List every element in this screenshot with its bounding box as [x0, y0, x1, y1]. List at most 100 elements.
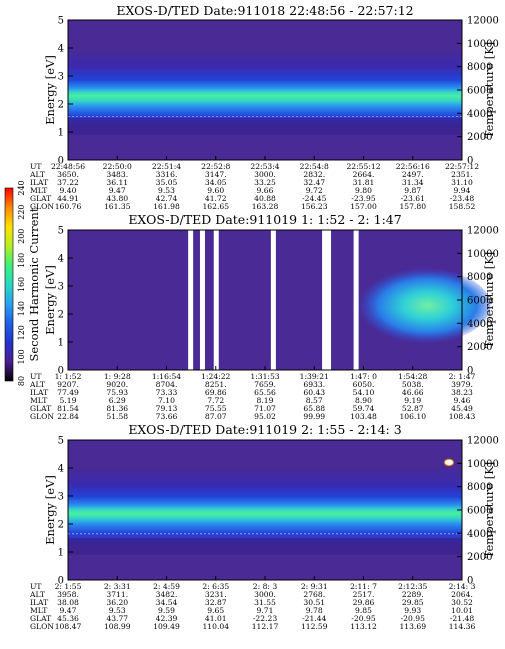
- table-cell: 3000.: [254, 590, 276, 599]
- colorbar-tick-label: 140: [17, 301, 26, 316]
- table-cell: 2: 1:55: [55, 582, 82, 591]
- y-right-tick-label: 8000: [467, 62, 492, 73]
- table-cell: 22:48:56: [51, 162, 85, 171]
- y-axis-label: Energy [eV]: [43, 55, 57, 125]
- y-tick-label: 5: [58, 16, 64, 27]
- y-right-tick-label: 10000: [467, 459, 499, 470]
- table-cell: 22:52:8: [201, 162, 230, 171]
- table-cell: 45.36: [57, 614, 79, 623]
- table-cell: 36.11: [106, 178, 128, 187]
- y-tick-label: 4: [58, 254, 64, 265]
- table-row-label: GLON: [30, 622, 54, 631]
- table-cell: 112.17: [252, 622, 279, 631]
- table-cell: 1: 9:28: [104, 372, 131, 381]
- table-cell: 3316.: [156, 170, 178, 179]
- colorbar-tick-label: 120: [17, 325, 26, 340]
- table-cell: 2832.: [303, 170, 325, 179]
- table-row-label: ALT: [29, 380, 45, 389]
- table-row-label: MLT: [30, 396, 47, 405]
- table-row-label: UT: [30, 372, 41, 381]
- table-cell: 9.53: [158, 186, 175, 195]
- table-cell: 3979.: [451, 380, 473, 389]
- table-cell: 3231.: [205, 590, 227, 599]
- table-cell: 32.87: [205, 598, 227, 607]
- table-cell: 51.58: [106, 412, 128, 421]
- table-cell: 3483.: [106, 170, 128, 179]
- table-cell: 9.40: [60, 186, 77, 195]
- y-right-tick-label: 4000: [467, 109, 492, 120]
- table-cell: 2497.: [402, 170, 424, 179]
- y-axis-label: Energy [eV]: [43, 265, 57, 335]
- table-cell: 1:24:22: [201, 372, 230, 381]
- y-right-axis-label: Temperature [K]: [482, 42, 496, 139]
- table-cell: 2: 8: 3: [253, 582, 278, 591]
- table-cell: 31.55: [254, 598, 276, 607]
- table-cell: 2064.: [451, 590, 473, 599]
- table-cell: 87.07: [205, 412, 227, 421]
- table-cell: 73.66: [156, 412, 178, 421]
- colorbar-tick-label: 200: [17, 229, 26, 244]
- table-cell: 2: 6:35: [202, 582, 229, 591]
- table-cell: 103.48: [350, 412, 377, 421]
- table-row-label: ALT: [29, 590, 45, 599]
- table-cell: 2:11: 7: [350, 582, 377, 591]
- table-cell: 2351.: [451, 170, 473, 179]
- y-tick-label: 1: [58, 548, 64, 559]
- table-cell: -23.48: [450, 194, 474, 203]
- table-cell: 1:39:21: [300, 372, 329, 381]
- y-right-tick-label: 10000: [467, 39, 499, 50]
- table-cell: 37.22: [57, 178, 79, 187]
- table-cell: 2: 3:31: [104, 582, 131, 591]
- y-right-tick-label: 4000: [467, 529, 492, 540]
- lower-band: [68, 538, 462, 555]
- table-cell: 31.34: [402, 178, 424, 187]
- table-cell: 2768.: [303, 590, 325, 599]
- spectrogram-panel-2: EXOS-D/TED Date:911019 1: 1:52 - 2: 1:47…: [29, 212, 499, 421]
- panel-title: EXOS-D/TED Date:911019 2: 1:55 - 2:14: 3: [128, 422, 401, 437]
- table-row-label: GLAT: [30, 614, 51, 623]
- table-cell: 9.59: [158, 606, 175, 615]
- table-cell: 38.08: [57, 598, 79, 607]
- table-cell: 10.01: [451, 606, 473, 615]
- table-cell: 52.87: [402, 404, 424, 413]
- table-cell: 42.74: [156, 194, 178, 203]
- table-cell: 113.12: [350, 622, 377, 631]
- table-cell: 3147.: [205, 170, 227, 179]
- y-tick-label: 1: [58, 338, 64, 349]
- table-cell: 29.85: [402, 598, 424, 607]
- table-cell: -22.23: [253, 614, 277, 623]
- y-right-tick-label: 6000: [467, 296, 492, 307]
- colorbar: 80 100 120 140 160 180 200 220 240 Second Harmoni…: [4, 180, 41, 386]
- colorbar-scale: [4, 187, 14, 382]
- table-row-label: ILAT: [30, 598, 48, 607]
- table-cell: 33.25: [254, 178, 276, 187]
- table-cell: 6933.: [303, 380, 325, 389]
- table-cell: 8.90: [355, 396, 372, 405]
- table-cell: 34.05: [205, 178, 227, 187]
- y-axis-label: Energy [eV]: [43, 475, 57, 545]
- y-tick-label: 4: [58, 464, 64, 475]
- table-cell: 114.36: [449, 622, 476, 631]
- colorbar-label: Second Harmonic Current: [27, 207, 41, 361]
- table-cell: 156.23: [301, 202, 328, 211]
- table-cell: 161.35: [104, 202, 131, 211]
- table-cell: -21.44: [302, 614, 326, 623]
- table-cell: 35.05: [156, 178, 178, 187]
- table-cell: 43.77: [106, 614, 128, 623]
- panel-title: EXOS-D/TED Date:911018 22:48:56 - 22:57:…: [116, 3, 413, 18]
- spectrogram-panel-1: EXOS-D/TED Date:911018 22:48:56 - 22:57:…: [29, 3, 499, 211]
- table-cell: 2: 4:59: [153, 582, 180, 591]
- data-gap: [213, 230, 219, 370]
- table-row-label: MLT: [30, 606, 47, 615]
- table-cell: 108.99: [104, 622, 131, 631]
- colorbar-tick-label: 80: [17, 376, 26, 386]
- data-gap: [353, 230, 359, 370]
- table-cell: 6050.: [353, 380, 375, 389]
- table-cell: 106.10: [399, 412, 426, 421]
- y-right-tick-label: 6000: [467, 506, 492, 517]
- table-cell: 60.43: [303, 388, 325, 397]
- y-right-tick-label: 6000: [467, 86, 492, 97]
- table-cell: 81.54: [57, 404, 79, 413]
- table-cell: 71.07: [254, 404, 276, 413]
- table-cell: 22:55:12: [346, 162, 380, 171]
